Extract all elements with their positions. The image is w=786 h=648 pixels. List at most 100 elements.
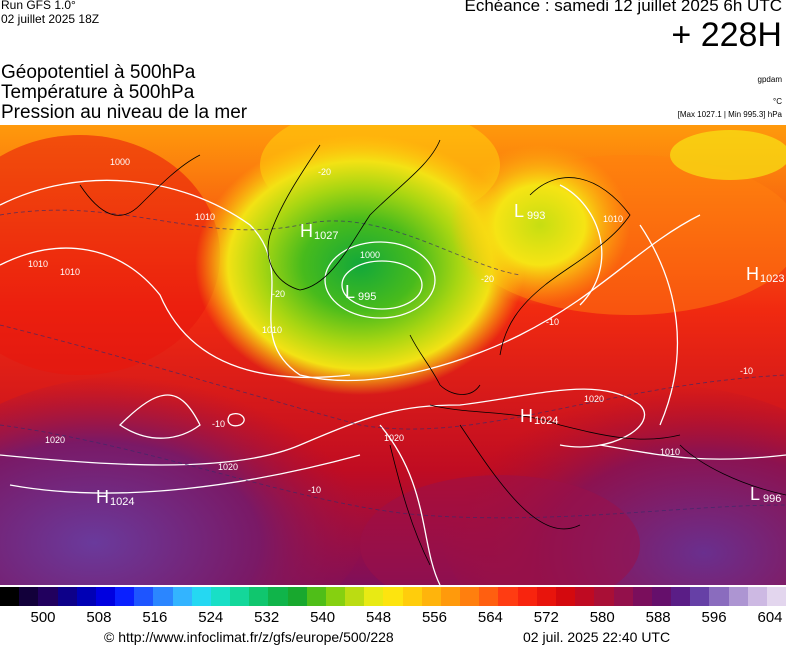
color-swatch [172,587,192,606]
weather-map: H 1027 H 1024 H 1024 H 1023 L 995 L 993 … [0,125,786,585]
color-scale-tick: 508 [86,609,112,626]
color-swatch [479,587,499,606]
color-swatch [690,587,710,606]
low-center-letter: L [514,201,524,221]
unit-temperature: °C [773,97,782,106]
isobar-label: 1020 [384,433,404,443]
isobar-label: 1010 [28,259,48,269]
color-swatch [0,587,20,606]
isotherm-label: -10 [740,366,753,376]
high-center-letter: H [96,487,109,507]
color-swatch [76,587,96,606]
color-swatch [287,587,307,606]
color-swatch [95,587,116,606]
color-swatch [536,587,556,606]
parameter-pressure: Pression au niveau de la mer [1,102,248,123]
color-swatch [38,587,58,606]
high-center-value: 1023 [760,273,784,285]
high-center-value: 1024 [534,415,558,427]
color-swatch [651,587,672,606]
color-scale-tick: 500 [30,609,56,626]
low-center-value: 995 [358,291,376,303]
low-center-value: 996 [763,493,781,505]
isobar-label: 1020 [218,462,238,472]
color-scale-tick: 548 [366,609,392,626]
forecast-lead-time: + 228H [671,16,782,54]
color-swatch [249,587,269,606]
color-swatch [671,587,691,606]
color-swatch [460,587,480,606]
high-center-value: 1027 [314,230,338,242]
color-swatch [555,587,576,606]
parameter-temperature: Température à 500hPa [1,82,195,103]
low-center-letter: L [750,484,760,504]
color-scale-tick: 532 [254,609,280,626]
low-center-value: 993 [527,210,545,222]
color-swatch [402,587,422,606]
color-swatch [632,587,652,606]
high-center-value: 1024 [110,496,134,508]
color-swatch [421,587,441,606]
color-swatch [325,587,346,606]
source-url: © http://www.infoclimat.fr/z/gfs/europe/… [104,629,394,645]
isobar-label: 1000 [110,157,130,167]
color-swatch [19,587,39,606]
color-scale-tick: 572 [533,609,559,626]
isobar-label: 1020 [45,435,65,445]
parameter-geopotential: Géopotentiel à 500hPa [1,62,196,83]
isobar-label: 1010 [195,212,215,222]
isotherms [0,209,786,519]
color-swatch [230,587,250,606]
low-center-letter: L [345,282,355,302]
coastlines [79,139,786,566]
pressure-range: [Max 1027.1 | Min 995.3] hPa [677,110,782,119]
isotherm-label: -10 [308,485,321,495]
color-swatch [766,587,786,606]
isotherm-label: -20 [272,289,285,299]
color-scale-tick: 540 [310,609,336,626]
contour-labels: 1000 1010 1010 1010 1010 1010 1020 1020 … [28,157,753,495]
color-scale-tick: 556 [421,609,447,626]
color-swatch [383,587,403,606]
isobar-label: 1010 [262,325,282,335]
color-swatch [440,587,461,606]
color-swatch [57,587,77,606]
color-scale-ticks: 500 508 516 524 532 540 548 556 564 572 580 588 596 6… [0,609,786,627]
run-label: Run GFS 1.0° [1,0,76,12]
color-swatch [498,587,518,606]
isobar-label: 1010 [603,214,623,224]
color-swatch [594,587,614,606]
color-scale-tick: 564 [477,609,503,626]
color-scale-tick: 604 [757,609,783,626]
color-swatch [747,587,767,606]
color-swatch [115,587,135,606]
color-scale-tick: 596 [701,609,727,626]
color-swatch [268,587,288,606]
color-scale-tick: 588 [645,609,671,626]
color-swatch [728,587,748,606]
color-swatch [709,587,729,606]
color-swatch [364,587,384,606]
generation-timestamp: 02 juil. 2025 22:40 UTC [523,629,671,645]
high-center-letter: H [520,406,533,426]
color-swatch [613,587,633,606]
color-swatch [575,587,595,606]
color-swatch [345,587,365,606]
isobar-label: 1010 [60,267,80,277]
color-swatch [153,587,173,606]
isotherm-label: -20 [318,167,331,177]
color-scale-tick: 516 [142,609,168,626]
forecast-valid-time: Echéance : samedi 12 juillet 2025 6h UTC [464,0,782,15]
color-swatch [517,587,537,606]
isotherm-label: -10 [212,419,225,429]
isotherm-label: -20 [481,274,494,284]
isobar-label: 1020 [584,394,604,404]
high-center-letter: H [300,221,313,241]
high-center-letter: H [746,264,759,284]
color-swatch [306,587,326,606]
isobar-label: 1010 [660,447,680,457]
color-scale [0,587,786,606]
color-swatch [210,587,231,606]
color-swatch [191,587,211,606]
color-scale-tick: 524 [198,609,224,626]
